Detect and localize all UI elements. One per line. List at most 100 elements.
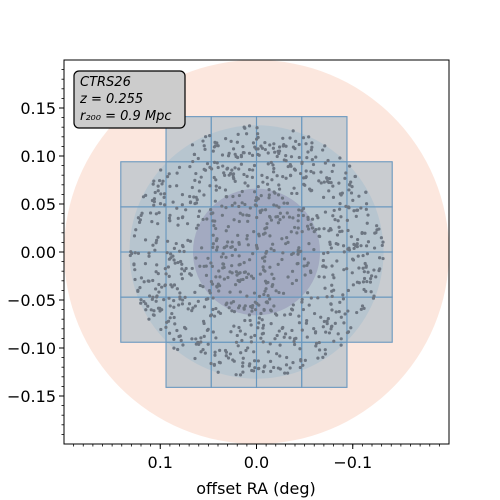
data-point — [377, 269, 381, 273]
data-point — [259, 336, 263, 340]
data-point — [247, 124, 252, 128]
data-point — [197, 189, 201, 193]
data-point — [175, 287, 179, 291]
data-point — [191, 306, 195, 310]
data-point — [155, 263, 159, 267]
data-point — [160, 182, 164, 186]
data-point — [260, 146, 265, 150]
data-point — [321, 258, 325, 263]
data-point — [289, 155, 294, 159]
data-point — [136, 216, 141, 220]
data-point — [220, 153, 225, 157]
data-point — [374, 275, 378, 279]
data-point — [257, 294, 262, 298]
data-point — [218, 361, 222, 365]
data-point — [338, 156, 342, 160]
data-point — [350, 185, 354, 189]
data-point — [151, 182, 155, 186]
data-point — [278, 211, 282, 215]
data-point — [266, 151, 270, 155]
data-point — [290, 308, 295, 312]
data-point — [213, 350, 217, 354]
data-point — [151, 243, 155, 247]
data-point — [183, 295, 187, 299]
data-point — [167, 172, 171, 176]
data-point — [351, 258, 356, 262]
data-point — [325, 179, 330, 184]
data-point — [199, 340, 203, 344]
data-point — [306, 227, 311, 231]
data-point — [247, 313, 251, 317]
data-point — [305, 263, 309, 268]
data-point — [325, 319, 329, 323]
data-point — [325, 322, 329, 326]
fields-layer — [120, 116, 393, 388]
data-point — [321, 148, 325, 152]
data-point — [204, 273, 209, 278]
data-point — [253, 308, 258, 312]
data-point — [144, 302, 148, 306]
data-point — [210, 264, 214, 268]
data-point — [348, 164, 352, 168]
data-point — [316, 216, 320, 220]
data-point — [157, 178, 162, 183]
data-point — [309, 148, 313, 152]
data-point — [158, 309, 162, 313]
data-point — [159, 168, 163, 172]
y-tick-label: −0.05 — [7, 291, 56, 310]
data-point — [288, 366, 292, 370]
data-point — [255, 126, 259, 130]
data-point — [268, 143, 272, 147]
data-point — [269, 218, 274, 222]
data-point — [215, 285, 219, 289]
data-point — [281, 325, 285, 330]
data-point — [193, 290, 197, 294]
data-point — [285, 235, 289, 240]
data-point — [201, 348, 205, 352]
data-point — [319, 315, 323, 319]
data-point — [133, 277, 137, 282]
data-point — [321, 264, 325, 268]
data-point — [175, 328, 179, 333]
data-point — [209, 261, 213, 265]
data-point — [197, 209, 202, 213]
data-point — [312, 171, 316, 175]
data-point — [211, 233, 215, 237]
data-point — [300, 160, 304, 164]
data-point — [172, 246, 176, 250]
data-point — [265, 300, 269, 304]
data-point — [345, 267, 349, 271]
data-point — [256, 326, 260, 330]
data-point — [300, 300, 304, 304]
data-point — [370, 274, 374, 278]
data-point — [230, 245, 234, 249]
data-point — [364, 264, 368, 268]
data-point — [242, 270, 246, 274]
data-point — [260, 256, 265, 260]
data-point — [223, 245, 227, 249]
data-point — [261, 370, 265, 374]
data-point — [291, 129, 295, 133]
data-point — [167, 216, 172, 220]
data-point — [147, 317, 151, 321]
data-point — [237, 241, 241, 245]
data-point — [291, 360, 295, 365]
data-point — [309, 296, 313, 300]
data-point — [232, 359, 236, 363]
data-point — [164, 325, 168, 329]
data-point — [265, 222, 269, 226]
data-point — [312, 230, 316, 234]
data-point — [329, 302, 333, 306]
data-point — [174, 241, 178, 246]
data-point — [222, 277, 226, 281]
data-point — [321, 355, 325, 359]
data-point — [210, 282, 215, 286]
field-cell — [165, 206, 212, 253]
data-point — [343, 312, 347, 316]
data-point — [176, 260, 180, 265]
field-cell — [120, 161, 167, 208]
data-point — [137, 220, 142, 224]
data-point — [218, 311, 223, 316]
data-point — [324, 265, 328, 269]
data-point — [275, 352, 279, 356]
